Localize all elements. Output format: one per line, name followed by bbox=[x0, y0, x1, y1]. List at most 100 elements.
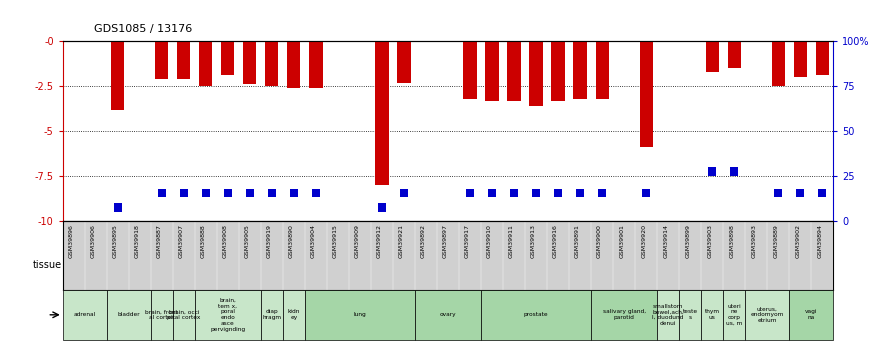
Bar bbox=[591, 290, 657, 340]
Text: smallstom
bowel,ach,
l, duodund
denui: smallstom bowel,ach, l, duodund denui bbox=[652, 304, 684, 326]
Text: GSM39920: GSM39920 bbox=[642, 224, 646, 258]
Text: ovary: ovary bbox=[440, 312, 456, 317]
Bar bbox=[246, 188, 254, 197]
Bar bbox=[202, 188, 210, 197]
Bar bbox=[466, 188, 474, 197]
Bar bbox=[771, 41, 785, 86]
Text: GSM39904: GSM39904 bbox=[311, 224, 316, 258]
Bar bbox=[397, 41, 410, 83]
Bar bbox=[155, 41, 168, 79]
Bar bbox=[111, 41, 125, 110]
Text: GSM39899: GSM39899 bbox=[685, 224, 690, 258]
Text: GDS1085 / 13176: GDS1085 / 13176 bbox=[93, 24, 192, 34]
Text: uteri
ne
corp
us, m: uteri ne corp us, m bbox=[726, 304, 743, 326]
Text: GSM39900: GSM39900 bbox=[597, 224, 602, 258]
Text: thym
us: thym us bbox=[704, 309, 719, 320]
Text: GSM39907: GSM39907 bbox=[179, 224, 184, 258]
Text: GSM39888: GSM39888 bbox=[201, 224, 206, 258]
Text: GSM39918: GSM39918 bbox=[134, 224, 140, 258]
Bar bbox=[199, 41, 212, 86]
Text: GSM39892: GSM39892 bbox=[421, 224, 426, 258]
Bar bbox=[463, 41, 477, 99]
Bar bbox=[290, 188, 297, 197]
Text: GSM39906: GSM39906 bbox=[90, 224, 96, 258]
Bar bbox=[107, 290, 151, 340]
Bar bbox=[415, 290, 481, 340]
Text: GSM39902: GSM39902 bbox=[796, 224, 800, 258]
Bar bbox=[224, 188, 232, 197]
Bar bbox=[151, 290, 173, 340]
Text: GSM39887: GSM39887 bbox=[157, 224, 162, 258]
Bar bbox=[657, 290, 679, 340]
Bar bbox=[532, 188, 540, 197]
Text: GSM39911: GSM39911 bbox=[509, 224, 514, 258]
Bar bbox=[596, 41, 608, 99]
Text: GSM39919: GSM39919 bbox=[267, 224, 271, 258]
Bar bbox=[486, 41, 499, 101]
Text: diap
hragm: diap hragm bbox=[263, 309, 281, 320]
Bar bbox=[378, 203, 386, 212]
Bar bbox=[243, 41, 256, 85]
Text: GSM39908: GSM39908 bbox=[223, 224, 228, 258]
Bar bbox=[730, 167, 738, 176]
Text: GSM39903: GSM39903 bbox=[707, 224, 712, 258]
Bar bbox=[173, 290, 194, 340]
Bar bbox=[709, 167, 716, 176]
Text: tissue: tissue bbox=[32, 260, 62, 270]
Bar bbox=[774, 188, 782, 197]
Bar bbox=[312, 188, 320, 197]
Text: GSM39891: GSM39891 bbox=[575, 224, 580, 258]
Text: GSM39898: GSM39898 bbox=[729, 224, 734, 258]
Bar bbox=[268, 188, 276, 197]
Bar bbox=[797, 188, 804, 197]
Text: GSM39905: GSM39905 bbox=[245, 224, 250, 258]
Bar bbox=[481, 290, 591, 340]
Bar bbox=[789, 290, 833, 340]
Text: uterus,
endomyom
etrium: uterus, endomyom etrium bbox=[751, 306, 784, 323]
Bar bbox=[309, 41, 323, 88]
Bar bbox=[510, 188, 518, 197]
Text: GSM39896: GSM39896 bbox=[69, 224, 73, 258]
Text: vagi
na: vagi na bbox=[805, 309, 817, 320]
Bar bbox=[530, 41, 543, 106]
Bar bbox=[488, 188, 495, 197]
Text: GSM39912: GSM39912 bbox=[377, 224, 382, 258]
Text: GSM39889: GSM39889 bbox=[773, 224, 779, 258]
Text: GSM39915: GSM39915 bbox=[333, 224, 338, 258]
Text: adrenal: adrenal bbox=[73, 312, 96, 317]
Bar bbox=[818, 188, 826, 197]
Text: brain, occi
pital cortex: brain, occi pital cortex bbox=[168, 309, 201, 320]
Bar bbox=[551, 41, 564, 101]
Text: GSM39901: GSM39901 bbox=[619, 224, 625, 258]
Text: GSM39890: GSM39890 bbox=[289, 224, 294, 258]
Text: GSM39897: GSM39897 bbox=[443, 224, 448, 258]
Text: salivary gland,
parotid: salivary gland, parotid bbox=[603, 309, 646, 320]
Text: GSM39917: GSM39917 bbox=[465, 224, 470, 258]
Text: brain, front
al cortex: brain, front al cortex bbox=[145, 309, 178, 320]
Bar bbox=[723, 290, 745, 340]
Bar bbox=[642, 188, 650, 197]
Bar bbox=[194, 290, 261, 340]
Bar bbox=[305, 290, 415, 340]
Bar bbox=[702, 290, 723, 340]
Bar bbox=[599, 188, 606, 197]
Text: GSM39895: GSM39895 bbox=[113, 224, 117, 258]
Bar bbox=[705, 41, 719, 72]
Text: GSM39914: GSM39914 bbox=[663, 224, 668, 258]
Text: bladder: bladder bbox=[117, 312, 140, 317]
Bar bbox=[283, 290, 305, 340]
Bar bbox=[180, 188, 187, 197]
Text: brain,
tem x,
poral
endo
asce
pervignding: brain, tem x, poral endo asce pervigndin… bbox=[211, 298, 246, 332]
Bar bbox=[815, 41, 829, 76]
Text: lung: lung bbox=[354, 312, 366, 317]
Bar bbox=[555, 188, 562, 197]
Text: kidn
ey: kidn ey bbox=[288, 309, 300, 320]
Bar bbox=[221, 41, 235, 76]
Bar bbox=[114, 203, 122, 212]
Text: GSM39913: GSM39913 bbox=[531, 224, 536, 258]
Text: prostate: prostate bbox=[524, 312, 548, 317]
Text: GSM39909: GSM39909 bbox=[355, 224, 360, 258]
Text: GSM39921: GSM39921 bbox=[399, 224, 404, 258]
Bar bbox=[375, 41, 389, 185]
Bar bbox=[679, 290, 702, 340]
